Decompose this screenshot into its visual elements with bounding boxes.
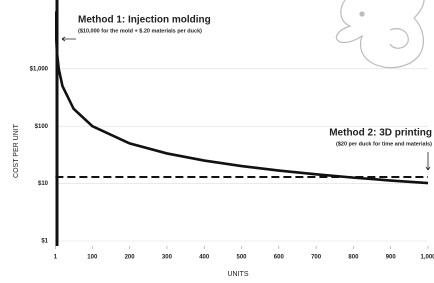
x-tick-label: 1,000 [420, 255, 434, 261]
x-tick-label: 500 [236, 255, 247, 261]
annotation-text: ($10,000 for the mold + $.20 materials p… [78, 28, 202, 34]
x-tick-label: 200 [125, 255, 136, 261]
x-tick-label: 1 [54, 255, 58, 261]
x-tick-label: 700 [311, 255, 322, 261]
annotation-title: Method 1: Injection molding [78, 15, 211, 26]
y-tick-label: $1,000 [30, 66, 49, 72]
series-line [55, 11, 428, 183]
x-tick-label: 100 [87, 255, 98, 261]
x-tick-label: 800 [348, 255, 359, 261]
x-tick-label: 300 [162, 255, 173, 261]
x-tick-label: 600 [274, 255, 285, 261]
annotation-title: Method 2: 3D printing [329, 128, 432, 139]
plot-area [55, 11, 428, 183]
arrows [62, 37, 430, 170]
x-tick-label: 900 [386, 255, 397, 261]
y-tick-label: $100 [35, 124, 49, 130]
page: {"chart_data": {"type": "line", "y_label… [0, 0, 434, 283]
annotation-text: ($20 per duck for time and materials) [336, 141, 432, 147]
y-tick-label: $10 [38, 181, 49, 187]
x-tick-label: 400 [199, 255, 210, 261]
y-axis-label: COST PER UNIT [13, 123, 20, 178]
chart: COST PER UNIT UNITS Method 1: Injection … [0, 0, 434, 283]
duck-illustration [336, 0, 424, 68]
y-tick-label: $1 [41, 239, 48, 245]
x-axis-label: UNITS [228, 271, 249, 278]
